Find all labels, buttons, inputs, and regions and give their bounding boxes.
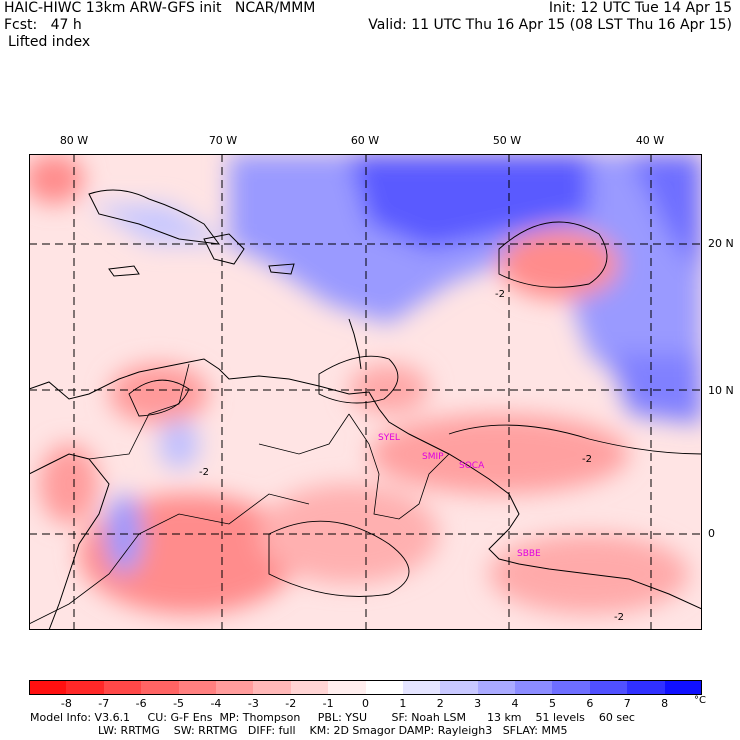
lon-label-40w: 40 W (635, 134, 665, 147)
colorbar-swatch (589, 680, 628, 694)
forecast-hour: Fcst: 47 h (4, 17, 82, 33)
colorbar-swatch (141, 680, 180, 694)
map-frame (29, 154, 702, 630)
station-label-smip: SMIP (422, 452, 444, 462)
lat-label-20n: 20 N (708, 237, 734, 250)
colorbar-tick-label: 3 (474, 697, 482, 710)
colorbar-swatch (253, 680, 292, 694)
colorbar-tick-label: -2 (285, 697, 297, 710)
colorbar-tick-label: -6 (135, 697, 147, 710)
colorbar-swatch (328, 680, 366, 694)
init-time: Init: 12 UTC Tue 14 Apr 15 (548, 0, 732, 16)
colorbar-swatch (477, 680, 516, 694)
colorbar-unit: °C (694, 695, 706, 706)
header-title: HAIC-HIWC 13km ARW-GFS init NCAR/MMM (4, 0, 316, 16)
colorbar-tick-label: 4 (511, 697, 519, 710)
field-name: Lifted index (8, 34, 91, 50)
colorbar-swatch (627, 680, 666, 694)
station-label-soca: SOCA (459, 461, 485, 471)
lat-lon-grid (29, 154, 702, 630)
lon-label-60w: 60 W (350, 134, 380, 147)
colorbar-tick-label: 6 (586, 697, 594, 710)
country-borders (29, 363, 450, 625)
colorbar-swatch (664, 680, 703, 694)
colorbar-swatch (178, 680, 217, 694)
colorbar-swatch (66, 680, 105, 694)
colorbar-swatch (290, 680, 329, 694)
colorbar-frame (29, 680, 702, 695)
colorbar-tick-label: -3 (247, 697, 259, 710)
contour-label: -2 (614, 612, 624, 623)
colorbar-tick-label: -4 (210, 697, 222, 710)
colorbar-tick-label: -7 (98, 697, 110, 710)
contours (128, 221, 702, 597)
valid-time: Valid: 11 UTC Thu 16 Apr 15 (08 LST Thu … (368, 17, 732, 33)
lat-label-0: 0 (708, 527, 715, 540)
footer-model-info: Model Info: V3.6.1 CU: G-F Ens MP: Thomp… (30, 711, 635, 724)
colorbar-tick-label: 1 (399, 697, 407, 710)
contour-label: -2 (582, 454, 592, 465)
colorbar-tick-label: 7 (623, 697, 631, 710)
colorbar-tick-label: -5 (173, 697, 185, 710)
colorbar-swatch (103, 680, 142, 694)
lon-label-80w: 80 W (59, 134, 89, 147)
colorbar-swatch (29, 680, 67, 694)
contour-labels: -2 -2 -2 -2 (199, 289, 624, 623)
colorbar-tick-label: -8 (60, 697, 72, 710)
colorbar-swatch (440, 680, 479, 694)
colorbar-swatch (515, 680, 553, 694)
footer-physics-info: LW: RRTMG SW: RRTMG DIFF: full KM: 2D Sm… (98, 724, 568, 737)
contour-label: -2 (199, 467, 209, 478)
contour-label: -2 (495, 289, 505, 300)
colorbar-swatch (552, 680, 591, 694)
station-label-sbbe: SBBE (517, 549, 541, 559)
colorbar-tick-label: 2 (436, 697, 444, 710)
colorbar-tick-label: 8 (661, 697, 669, 710)
colorbar-swatch (215, 680, 254, 694)
station-label-syel: SYEL (378, 433, 400, 443)
colorbar-swatch (402, 680, 441, 694)
lon-label-70w: 70 W (208, 134, 238, 147)
colorbar-tick-label: 5 (548, 697, 556, 710)
lifted-index-map: -2 -2 -2 -2 (29, 154, 702, 630)
colorbar-swatch (365, 680, 404, 694)
lon-label-50w: 50 W (492, 134, 522, 147)
colorbar-tick-label: 0 (362, 697, 369, 710)
lat-label-10n: 10 N (708, 384, 734, 397)
colorbar-tick-label: -1 (322, 697, 334, 710)
